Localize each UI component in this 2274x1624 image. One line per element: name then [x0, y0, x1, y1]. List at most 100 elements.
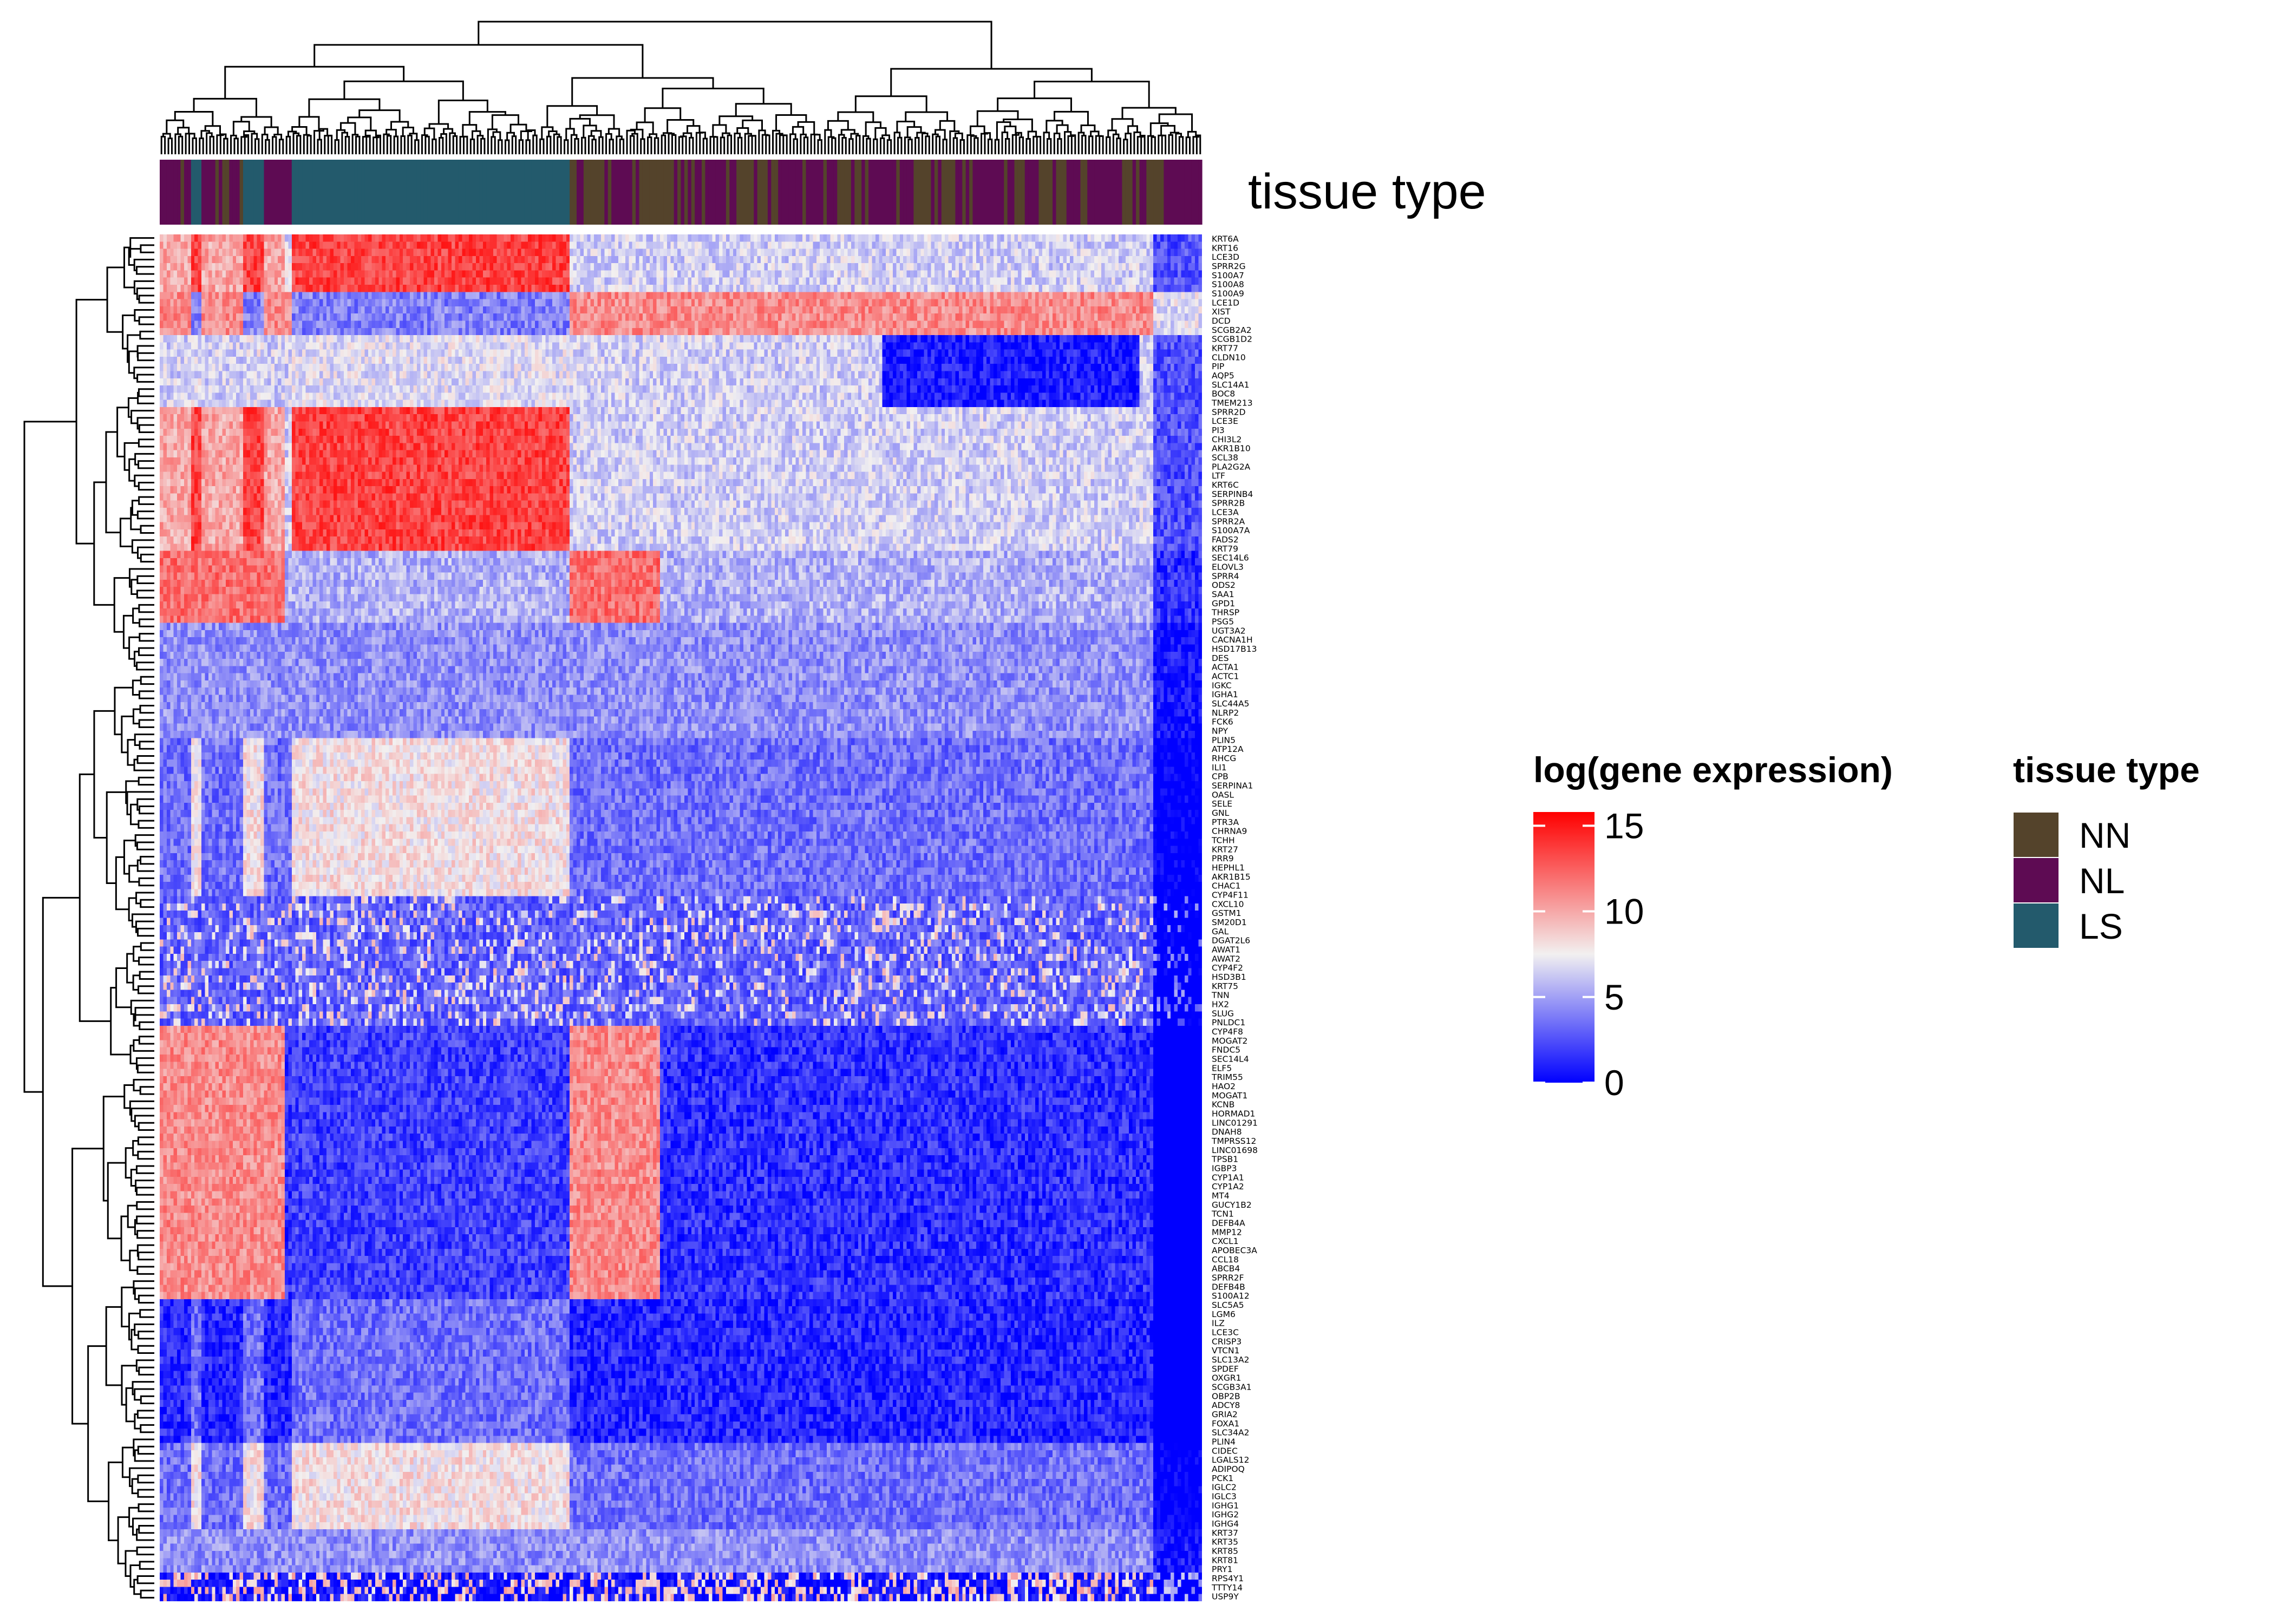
annotation-cell [559, 160, 563, 225]
dendrogram-branch [140, 1589, 154, 1599]
dendrogram-branch [139, 741, 154, 750]
dendrogram-branch [131, 1478, 138, 1495]
dendrogram-branch [230, 134, 237, 154]
dendrogram-branch [139, 1021, 154, 1030]
annotation-cell [295, 160, 299, 225]
annotation-cell [1112, 160, 1116, 225]
row-label: GAL [1212, 927, 1229, 937]
annotation-cell [802, 160, 807, 225]
row-label: ATP12A [1212, 744, 1244, 754]
annotation-cell [899, 160, 904, 225]
row-label: CIDEC [1212, 1446, 1238, 1456]
row-label: SPRR2D [1212, 407, 1246, 417]
annotation-cell [264, 160, 268, 225]
row-label: IGBP3 [1212, 1163, 1237, 1173]
annotation-cell [931, 160, 935, 225]
colorbar-tick-label: 10 [1604, 892, 1644, 932]
row-label: PLA2G2A [1212, 462, 1251, 472]
dendrogram-branch [138, 316, 154, 325]
annotation-cell [1035, 160, 1040, 225]
annotation-cell [246, 160, 251, 225]
annotation-cell [222, 160, 226, 225]
dendrogram-branch [854, 95, 927, 113]
row-label: SEC14L4 [1212, 1054, 1249, 1064]
dendrogram-branch [1015, 132, 1022, 154]
dendrogram-branch [132, 607, 140, 624]
dendrogram-branch [140, 899, 154, 908]
dendrogram-branch [792, 126, 805, 135]
annotation-cell [840, 160, 845, 225]
row-label: SPRR2G [1212, 261, 1246, 271]
annotation-cell [722, 160, 727, 225]
dendrogram-branch [138, 1366, 154, 1376]
annotation-cell [712, 160, 716, 225]
dendrogram-branch [133, 758, 154, 771]
annotation-cell [205, 160, 209, 225]
row-label: CPB [1212, 772, 1229, 782]
annotation-cell [979, 160, 984, 225]
dendrogram-branch [546, 135, 552, 154]
dendrogram-branch [93, 481, 115, 606]
row-label: ACTC1 [1212, 671, 1239, 681]
annotation-cell [364, 160, 369, 225]
row-label: CYP1A2 [1212, 1182, 1244, 1191]
annotation-cell [913, 160, 918, 225]
annotation-cell [215, 160, 219, 225]
dendrogram-branch [569, 117, 591, 129]
row-label: S100A12 [1212, 1291, 1250, 1301]
annotation-cell [719, 160, 723, 225]
annotation-cell [437, 160, 442, 225]
row-label: CHAC1 [1212, 881, 1241, 891]
annotation-cell [392, 160, 396, 225]
dendrogram-branch [469, 138, 475, 154]
annotation-cell [994, 160, 998, 225]
dendrogram-branch [905, 111, 949, 122]
row-label: HX2 [1212, 999, 1229, 1009]
dendrogram-branch [233, 137, 239, 154]
annotation-cell [691, 160, 695, 225]
annotation-cell [434, 160, 438, 225]
dendrogram-branch [803, 136, 809, 154]
annotation-cell [844, 160, 848, 225]
annotation-cell [514, 160, 518, 225]
row-label: ILZ [1212, 1319, 1225, 1328]
dendrogram-branch [520, 130, 533, 140]
annotation-cell [177, 160, 181, 225]
annotation-cell [941, 160, 945, 225]
annotation-cell [698, 160, 702, 225]
dendrogram-branch [133, 946, 141, 962]
dendrogram-branch [272, 136, 277, 154]
row-label: KRT27 [1212, 844, 1238, 854]
dendrogram-branch [890, 68, 1093, 96]
annotation-cell [653, 160, 657, 225]
dendrogram-branch [862, 135, 870, 154]
annotation-cell [347, 160, 351, 225]
annotation-cell [629, 160, 633, 225]
dendrogram-branch [287, 130, 297, 137]
dendrogram-branch [174, 133, 181, 154]
dendrogram-branch [421, 134, 428, 154]
dendrogram-branch [1003, 119, 1033, 132]
annotation-cell [479, 160, 483, 225]
dendrogram-branch [654, 137, 659, 154]
dendrogram-branch [128, 458, 135, 482]
dendrogram-branch [138, 604, 154, 613]
dendrogram-branch [140, 525, 154, 534]
dendrogram-branch [336, 129, 346, 140]
annotation-cell [399, 160, 403, 225]
row-label: DNAH8 [1212, 1127, 1242, 1137]
dendrogram-branch [137, 352, 154, 362]
dendrogram-branch [1036, 135, 1042, 154]
legend-swatch-ls [2012, 902, 2060, 949]
dendrogram-branch [107, 1162, 126, 1240]
dendrogram-branch [1099, 135, 1104, 154]
dendrogram-branch [424, 135, 430, 154]
row-dendrogram [23, 237, 154, 1599]
annotation-cell [340, 160, 344, 225]
tissue-type-legend: tissue type NN NL LS [2012, 750, 2200, 949]
annotation-cell [747, 160, 751, 225]
dendrogram-branch [134, 834, 154, 847]
row-label: LCE3C [1212, 1327, 1239, 1337]
dendrogram-branch [137, 1489, 154, 1498]
dendrogram-branch [1095, 135, 1102, 154]
